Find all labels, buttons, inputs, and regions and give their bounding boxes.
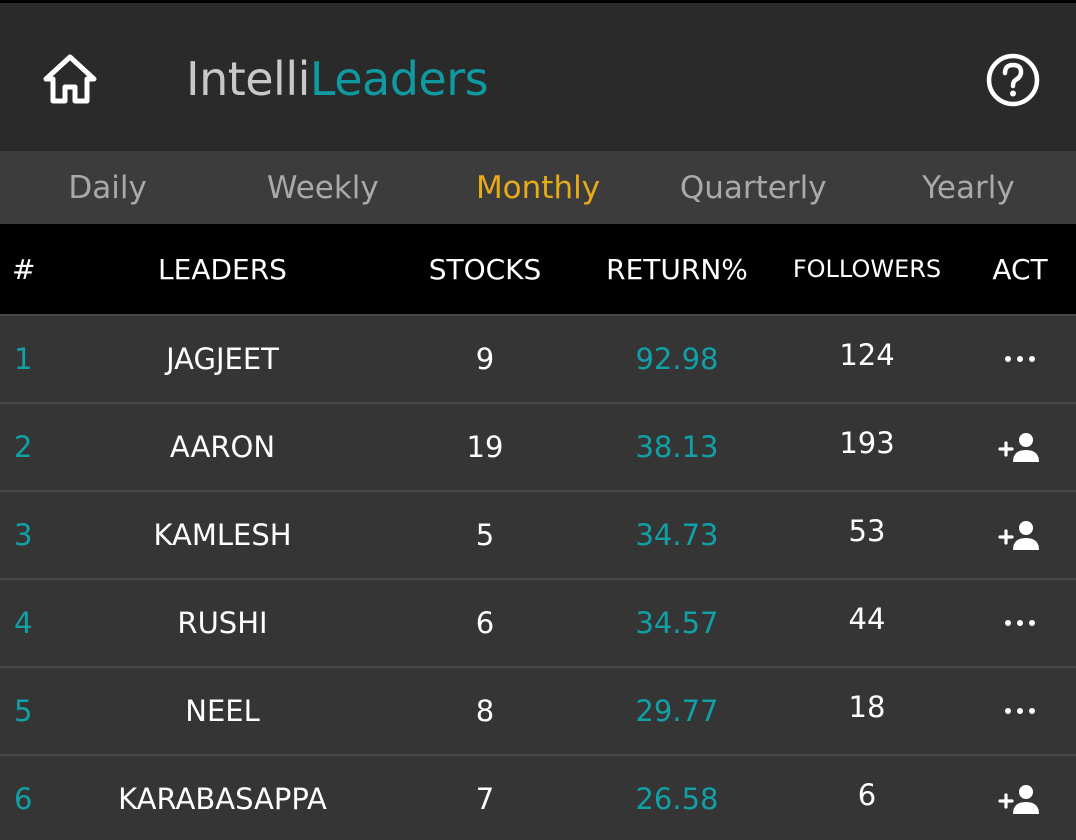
leader-name[interactable]: NEEL [185, 694, 260, 728]
tab-quarterly[interactable]: Quarterly [679, 169, 827, 206]
tab-daily[interactable]: Daily [68, 169, 147, 206]
stocks-count: 9 [475, 342, 495, 376]
brand-part-1: Intelli [186, 52, 310, 106]
add-follow-icon [998, 433, 1039, 462]
brand-logo: IntelliLeaders [186, 49, 489, 109]
more-options-icon [1005, 708, 1035, 714]
row-action-button[interactable] [970, 668, 1070, 754]
return-percent: 29.77 [635, 694, 719, 728]
column-header-action: ACT [992, 252, 1048, 286]
add-follow-icon [998, 785, 1039, 814]
followers-count: 18 [848, 690, 886, 724]
column-header-leaders: LEADERS [158, 252, 287, 286]
row-action-button[interactable] [970, 316, 1070, 402]
return-percent: 92.98 [635, 342, 719, 376]
followers-count: 44 [848, 602, 886, 636]
help-circle-icon [986, 53, 1040, 107]
table-header: # LEADERS STOCKS RETURN% FOLLOWERS ACT [0, 224, 1076, 314]
rank-cell: 1 [14, 342, 33, 376]
column-header-followers: FOLLOWERS [792, 255, 942, 283]
followers-count: 53 [848, 514, 886, 548]
leader-name[interactable]: RUSHI [177, 606, 268, 640]
leader-name[interactable]: AARON [169, 430, 276, 464]
stocks-count: 8 [475, 694, 495, 728]
leader-name[interactable]: KARABASAPPA [118, 782, 327, 816]
app-header: IntelliLeaders [0, 3, 1076, 151]
more-options-icon [1005, 356, 1035, 362]
rank-cell: 4 [14, 606, 33, 640]
more-options-icon [1005, 620, 1035, 626]
tab-monthly[interactable]: Monthly [475, 169, 601, 206]
table-row[interactable]: 1 JAGJEET 9 92.98 124 [0, 314, 1076, 402]
followers-count: 6 [857, 778, 877, 812]
followers-count: 193 [839, 426, 895, 460]
column-header-stocks: STOCKS [428, 252, 542, 286]
row-action-button[interactable] [970, 580, 1070, 666]
stocks-count: 7 [475, 782, 495, 816]
table-row[interactable]: 5 NEEL 8 29.77 18 [0, 666, 1076, 754]
stocks-count: 5 [475, 518, 495, 552]
table-row[interactable]: 4 RUSHI 6 34.57 44 [0, 578, 1076, 666]
followers-count: 124 [839, 338, 895, 372]
rank-cell: 6 [14, 782, 33, 816]
row-action-button[interactable] [970, 492, 1070, 578]
rank-cell: 5 [14, 694, 33, 728]
return-percent: 38.13 [635, 430, 719, 464]
table-row[interactable]: 3 KAMLESH 5 34.73 53 [0, 490, 1076, 578]
stocks-count: 6 [475, 606, 495, 640]
column-header-return: RETURN% [606, 252, 748, 286]
row-action-button[interactable] [970, 404, 1070, 490]
return-percent: 26.58 [635, 782, 719, 816]
leaders-table: 1 JAGJEET 9 92.98 124 2 AARON 19 38.13 1… [0, 314, 1076, 840]
table-row[interactable]: 2 AARON 19 38.13 193 [0, 402, 1076, 490]
stocks-count: 19 [466, 430, 504, 464]
tab-yearly[interactable]: Yearly [922, 169, 1015, 206]
table-row[interactable]: 6 KARABASAPPA 7 26.58 6 [0, 754, 1076, 840]
return-percent: 34.73 [635, 518, 719, 552]
period-tabs: Daily Weekly Monthly Quarterly Yearly [0, 151, 1076, 224]
rank-cell: 3 [14, 518, 33, 552]
top-divider [0, 0, 1076, 3]
add-follow-icon [998, 521, 1039, 550]
row-action-button[interactable] [970, 756, 1070, 840]
help-button[interactable] [984, 51, 1042, 109]
return-percent: 34.57 [635, 606, 719, 640]
home-icon [43, 54, 97, 104]
brand-part-2: Leaders [309, 52, 489, 106]
home-button[interactable] [40, 49, 100, 109]
tab-weekly[interactable]: Weekly [266, 169, 379, 206]
column-header-rank: # [12, 252, 36, 286]
leader-name[interactable]: JAGJEET [166, 342, 279, 376]
leader-name[interactable]: KAMLESH [153, 518, 292, 552]
rank-cell: 2 [14, 430, 33, 464]
